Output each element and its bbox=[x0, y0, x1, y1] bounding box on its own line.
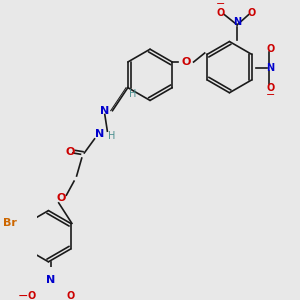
Text: −: − bbox=[216, 0, 225, 9]
Text: H: H bbox=[129, 89, 137, 99]
Text: O: O bbox=[57, 193, 66, 203]
Text: −: − bbox=[18, 290, 28, 300]
Text: O: O bbox=[216, 8, 225, 18]
Text: N: N bbox=[95, 129, 104, 139]
Text: O: O bbox=[266, 44, 274, 54]
Text: O: O bbox=[28, 291, 36, 300]
Text: N: N bbox=[100, 106, 110, 116]
Text: O: O bbox=[181, 57, 190, 67]
Text: N: N bbox=[266, 63, 274, 74]
Text: O: O bbox=[66, 291, 74, 300]
Text: Br: Br bbox=[3, 218, 17, 228]
Text: O: O bbox=[247, 8, 255, 18]
Text: H: H bbox=[107, 131, 115, 141]
Text: −: − bbox=[266, 90, 275, 100]
Text: N: N bbox=[46, 275, 56, 285]
Text: N: N bbox=[233, 17, 241, 27]
Text: O: O bbox=[266, 82, 274, 93]
Text: O: O bbox=[65, 147, 75, 157]
